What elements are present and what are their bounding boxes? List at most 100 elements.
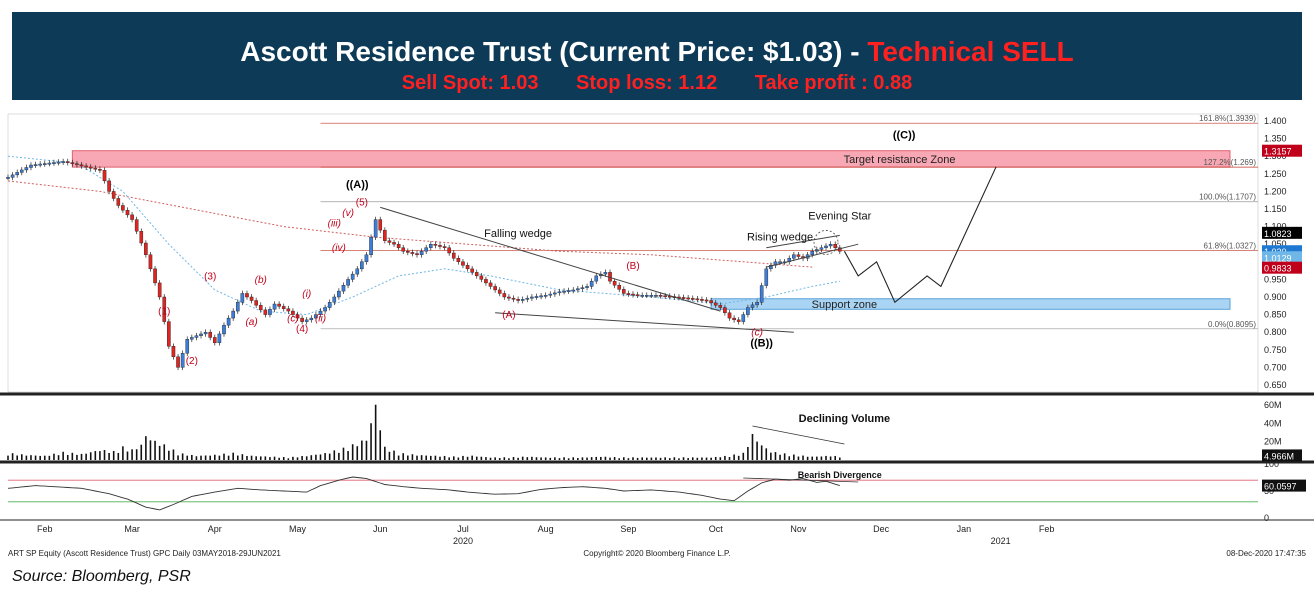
- candle-body: [222, 324, 226, 335]
- candle-body: [727, 312, 732, 319]
- wave-label: (v): [342, 208, 354, 219]
- candle-body: [769, 265, 773, 270]
- x-tick-label: Dec: [873, 524, 890, 534]
- candle-body: [695, 298, 700, 301]
- candle-body: [107, 180, 111, 192]
- candle-body: [360, 261, 364, 270]
- candle-body: [190, 337, 194, 340]
- wave-label: (4): [296, 324, 308, 335]
- candle-body: [199, 333, 203, 336]
- candle-body: [70, 162, 75, 165]
- wave-label: (i): [302, 289, 311, 300]
- price-tick-label: 0.800: [1264, 327, 1287, 337]
- evening-star-marker: [813, 230, 839, 255]
- candle-body: [231, 310, 235, 319]
- price-tag: [1262, 251, 1302, 264]
- x-tick-label: Mar: [124, 524, 140, 534]
- candle-body: [709, 300, 713, 304]
- title-banner: Ascott Residence Trust (Current Price: $…: [12, 12, 1302, 100]
- wave-label: (ii): [315, 314, 326, 325]
- price-tick-label: 0.900: [1264, 292, 1287, 302]
- candle-body: [750, 304, 755, 308]
- candle-body: [29, 164, 33, 168]
- candle-body: [157, 282, 162, 298]
- candle-body: [723, 307, 727, 314]
- candle-body: [61, 161, 65, 163]
- price-tick-label: 0.950: [1264, 274, 1287, 284]
- candle-body: [304, 319, 309, 322]
- candle-body: [314, 314, 318, 319]
- candle-body: [254, 300, 258, 306]
- candle-body: [828, 244, 833, 247]
- rsi-tick-label: 100: [1264, 459, 1279, 469]
- candle-body: [332, 296, 337, 303]
- candle-body: [350, 273, 355, 280]
- candle-body: [686, 297, 690, 300]
- candle-body: [810, 251, 815, 255]
- candle-body: [153, 268, 157, 284]
- candle-body: [272, 303, 277, 310]
- fib-label: 127.2%(1.269): [1204, 158, 1257, 167]
- price-tick-label: 1.200: [1264, 186, 1287, 196]
- annotation-label: Declining Volume: [799, 413, 890, 425]
- wave-label: (3): [204, 271, 216, 282]
- candle-body: [424, 247, 428, 252]
- zone-label: Target resistance Zone: [844, 154, 956, 166]
- candle-body: [98, 169, 102, 171]
- zone-band: [710, 298, 1231, 310]
- price-tag-label: 1.3157: [1264, 147, 1292, 157]
- price-tag: [1262, 226, 1302, 239]
- candle-body: [281, 306, 286, 309]
- x-tick-label: Aug: [538, 524, 554, 534]
- candle-body: [778, 261, 782, 264]
- price-tag: [1262, 144, 1302, 157]
- candle-body: [144, 242, 148, 255]
- candle-body: [456, 258, 461, 262]
- candle-body: [213, 337, 217, 343]
- price-tick-label: 1.050: [1264, 239, 1287, 249]
- title-main: Ascott Residence Trust (Current Price: $…: [240, 36, 868, 67]
- candle-body: [323, 307, 327, 312]
- candle-body: [732, 317, 736, 321]
- zone-label: Support zone: [812, 299, 877, 311]
- price-tick-label: 1.250: [1264, 169, 1287, 179]
- candle-body: [148, 254, 153, 270]
- candle-body: [369, 236, 373, 255]
- candle-body: [10, 174, 15, 178]
- candle-body: [603, 272, 608, 275]
- candle-body: [571, 289, 576, 292]
- candle-body: [746, 307, 750, 315]
- candle-body: [15, 172, 19, 176]
- candle-body: [245, 293, 249, 298]
- candle-body: [736, 319, 741, 322]
- candle-body: [576, 288, 580, 291]
- candle-body: [764, 268, 769, 286]
- candle-body: [580, 287, 585, 290]
- price-tick-label: 0.700: [1264, 362, 1287, 372]
- candle-body: [520, 299, 525, 301]
- candle-body: [553, 292, 557, 295]
- candle-body: [167, 321, 171, 347]
- candle-body: [461, 261, 465, 266]
- candle-body: [240, 293, 245, 303]
- candle-body: [47, 162, 52, 165]
- candle-body: [626, 293, 631, 295]
- candle-body: [33, 164, 38, 166]
- wave-label: (B): [626, 261, 639, 272]
- candle-body: [530, 296, 534, 299]
- candle-body: [309, 317, 314, 321]
- wave-label: (b): [255, 275, 267, 286]
- candle-body: [617, 285, 622, 290]
- candle-body: [295, 314, 300, 319]
- candle-body: [327, 302, 332, 308]
- candle-body: [516, 299, 520, 301]
- candle-body: [428, 244, 433, 248]
- divergence-line: [743, 477, 859, 483]
- footer-center: Copyright© 2020 Bloomberg Finance L.P.: [583, 549, 730, 558]
- ma-long-line: [7, 180, 813, 268]
- price-tag-label: 1.0129: [1264, 253, 1292, 263]
- price-chart: Target resistance Zone Support zone 161.8%…: [0, 113, 1314, 558]
- candle-body: [203, 331, 208, 335]
- candle-body: [654, 295, 658, 297]
- candle-body: [658, 295, 663, 297]
